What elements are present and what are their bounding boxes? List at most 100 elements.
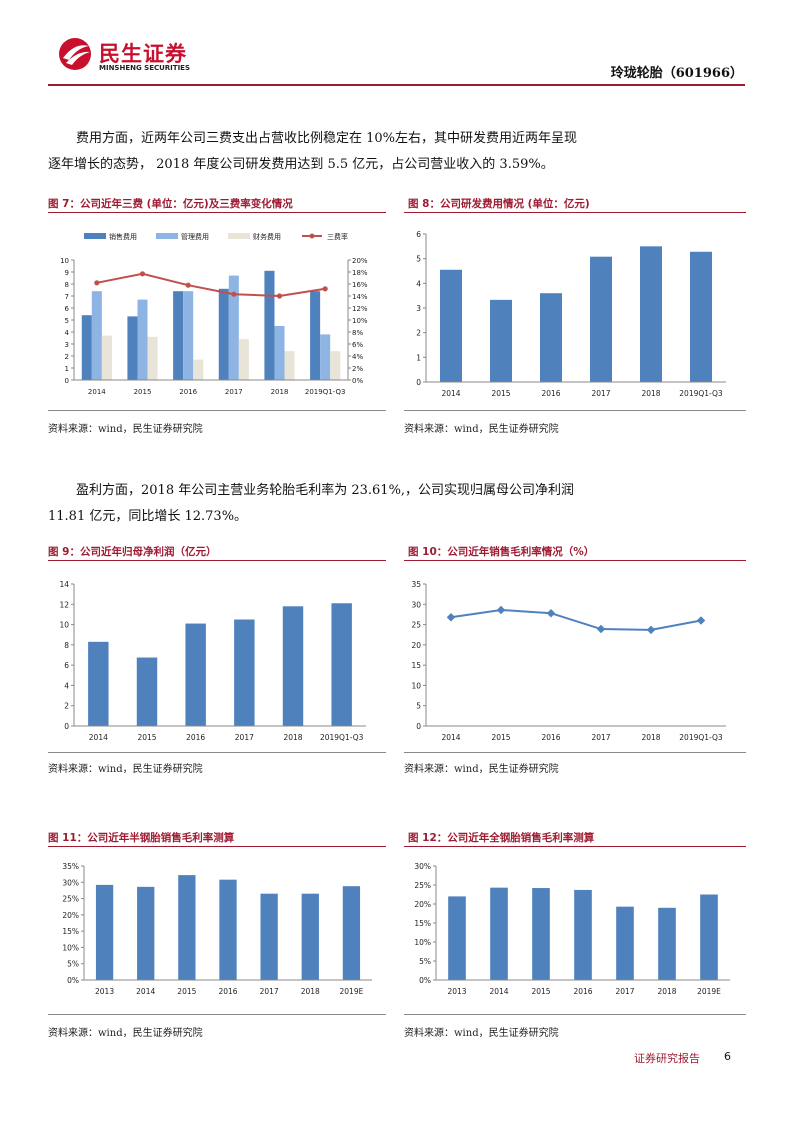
caption-rule — [404, 560, 746, 561]
bar — [228, 275, 239, 380]
x-tick-label: 2019E — [340, 987, 364, 996]
bar — [310, 291, 321, 380]
caption-rule — [48, 212, 386, 213]
bar — [218, 288, 229, 380]
x-tick-label: 2018 — [301, 987, 320, 996]
paragraph-line: 逐年增长的态势， 2018 年度公司研发费用达到 5.5 亿元，占公司营业收入的… — [48, 157, 554, 172]
x-tick-label: 2019Q1-Q3 — [320, 733, 364, 742]
chart-fig9: 0 2 4 6 8 10 12 14 2014 2015 2016 2017 2018 2019Q1-Q3 — [59, 580, 366, 742]
bar — [282, 606, 304, 726]
x-tick-label: 2017 — [615, 987, 634, 996]
figure-8-caption: 图 8：公司研发费用情况 (单位：亿元) — [408, 198, 590, 210]
y-tick-label: 0 — [65, 377, 69, 385]
paragraph-profit: 盈利方面，2018 年公司主营业务轮胎毛利率为 23.61%,，公司实现归属母公… — [48, 478, 748, 530]
bar — [101, 335, 112, 380]
y-tick-label: 25 — [411, 621, 421, 630]
bar — [147, 336, 158, 380]
y-tick-label: 1 — [65, 365, 69, 373]
x-tick-label: 2019E — [697, 987, 721, 996]
x-tick-label: 2013 — [447, 987, 466, 996]
bar — [183, 291, 194, 380]
page-number: 6 — [724, 1050, 731, 1063]
y-tick-label: 8 — [65, 281, 69, 289]
legend-label: 管理费用 — [181, 232, 209, 241]
bar — [590, 256, 612, 382]
y-tick-label: 20 — [411, 641, 421, 650]
y-tick-label: 35% — [62, 862, 79, 871]
x-tick-label: 2017 — [591, 733, 610, 742]
y-tick-label: 0% — [419, 976, 431, 985]
y-tick-label: 10 — [59, 621, 69, 630]
y-tick-label: 12% — [352, 305, 368, 313]
footer-label: 证券研究报告 — [634, 1052, 700, 1065]
chart-bottom-rule — [404, 752, 746, 753]
bar — [234, 619, 255, 726]
figure-9-caption: 图 9：公司近年归母净利润（亿元） — [48, 546, 217, 558]
y-tick-label: 15 — [411, 661, 421, 670]
y-tick-label: 25% — [414, 881, 431, 890]
line-point — [185, 282, 191, 288]
series-line — [96, 272, 326, 298]
y-tick-label: 5 — [416, 702, 421, 711]
y-tick-label: 4% — [352, 353, 363, 361]
bar — [219, 879, 237, 980]
y-tick-label: 10% — [62, 943, 79, 952]
y-tick-label: 0% — [352, 377, 363, 385]
y-tick-label: 20% — [352, 257, 368, 265]
bar — [137, 886, 155, 980]
y-tick-label: 7 — [65, 293, 69, 301]
y-tick-label: 4 — [64, 681, 69, 690]
line-point — [276, 293, 283, 299]
y-tick-label: 0 — [416, 378, 421, 387]
line-point — [139, 271, 146, 277]
y-tick-label: 0 — [64, 722, 69, 731]
y-tick-label: 2 — [416, 329, 421, 338]
y-tick-label: 10 — [411, 681, 421, 690]
caption-rule — [404, 846, 746, 847]
x-tick-label: 2015 — [491, 733, 510, 742]
x-tick-label: 2019Q1-Q3 — [679, 733, 723, 742]
y-tick-label: 10% — [352, 317, 368, 325]
header-rule — [48, 84, 745, 86]
y-tick-label: 6% — [352, 341, 363, 349]
bar — [274, 326, 285, 380]
bar — [532, 888, 550, 980]
chart-bottom-rule — [404, 1014, 746, 1015]
line-point — [496, 605, 506, 615]
y-tick-label: 12 — [59, 600, 69, 609]
logo-text-cn: 民生证券 — [99, 42, 187, 66]
bar — [342, 886, 361, 980]
bar — [574, 889, 592, 980]
x-tick-label: 2015 — [134, 388, 152, 396]
x-tick-label: 2018 — [641, 733, 660, 742]
y-tick-label: 8% — [352, 329, 363, 337]
y-tick-label: 9 — [65, 269, 69, 277]
source-note: 资料来源：wind，民生证券研究院 — [48, 424, 203, 435]
bar — [320, 334, 331, 380]
caption-rule — [48, 846, 386, 847]
bar — [127, 316, 138, 380]
x-tick-label: 2014 — [88, 388, 106, 396]
x-tick-label: 2014 — [136, 987, 155, 996]
chart-bottom-rule — [48, 410, 386, 411]
y-tick-label: 5 — [416, 255, 421, 264]
x-tick-label: 2015 — [177, 987, 196, 996]
y-tick-label: 30% — [62, 878, 79, 887]
paragraph-line: 费用方面，近两年公司三费支出占营收比例稳定在 10%左右，其中研发费用近两年呈现 — [76, 131, 578, 146]
legend-label: 财务费用 — [253, 232, 281, 241]
bar — [81, 315, 92, 380]
bar — [658, 907, 676, 980]
x-tick-label: 2016 — [541, 389, 560, 398]
x-tick-label: 2016 — [186, 733, 205, 742]
y-tick-label: 30 — [411, 600, 421, 609]
y-tick-label: 10 — [60, 257, 69, 265]
bar — [330, 351, 341, 380]
y-tick-label: 2 — [64, 702, 69, 711]
y-tick-label: 3 — [416, 304, 421, 313]
source-note: 资料来源：wind，民生证券研究院 — [404, 1028, 559, 1039]
legend-swatch — [156, 233, 178, 239]
logo-text-en: MINSHENG SECURITIES — [99, 64, 190, 72]
x-tick-label: 2015 — [531, 987, 550, 996]
x-tick-label: 2017 — [225, 388, 243, 396]
x-tick-label: 2019Q1-Q3 — [305, 388, 346, 396]
